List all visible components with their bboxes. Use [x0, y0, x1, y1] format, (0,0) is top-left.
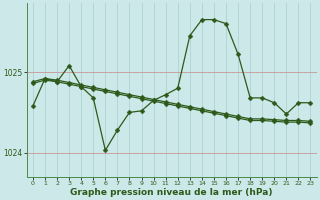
X-axis label: Graphe pression niveau de la mer (hPa): Graphe pression niveau de la mer (hPa) — [70, 188, 273, 197]
